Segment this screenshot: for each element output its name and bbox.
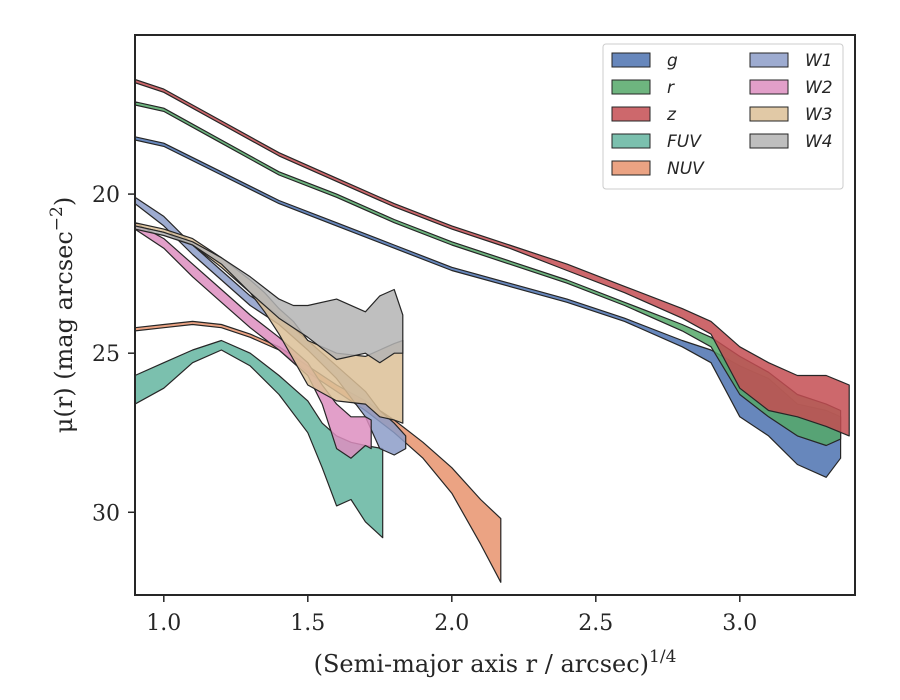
y-axis-label-exponent: −2 (47, 206, 67, 231)
band-w4 (135, 225, 404, 364)
y-tick-label: 25 (92, 342, 120, 367)
x-axis-label-exponent: 1/4 (649, 647, 676, 667)
legend: grz FUV NUV W1 W2 W3 W4 (602, 43, 844, 190)
y-axis-label-text: μ(r) (mag arcsec (50, 231, 78, 433)
x-axis-label-text: (Semi-major axis r / arcsec) (314, 650, 649, 678)
plot-frame (134, 34, 856, 596)
legend-label: g (667, 51, 678, 71)
legend-label: r (667, 78, 675, 98)
legend-swatch (611, 106, 651, 122)
legend-label: FUV (667, 132, 702, 152)
data-bands (135, 78, 850, 583)
x-tick-label: 1.0 (146, 611, 181, 636)
legend-label: W4 (805, 132, 833, 152)
legend-label: z (666, 105, 677, 125)
x-tick-label: 3.0 (722, 611, 757, 636)
legend-label: W3 (805, 105, 833, 125)
legend-label: NUV (667, 159, 705, 179)
x-tick-label: 1.5 (290, 611, 325, 636)
y-axis-label-close: ) (50, 197, 78, 206)
x-axis-ticks: 1.0 1.5 2.0 2.5 3.0 (146, 595, 757, 636)
legend-label: W1 (805, 51, 833, 71)
band-z (135, 78, 850, 437)
band-g (135, 136, 842, 478)
legend-swatch (749, 106, 789, 122)
y-tick-label: 20 (92, 183, 120, 208)
y-axis-ticks: 20 25 30 (92, 183, 135, 526)
legend-swatch (611, 133, 651, 149)
legend-swatch (611, 52, 651, 68)
x-tick-label: 2.5 (578, 611, 613, 636)
x-tick-label: 2.0 (434, 611, 469, 636)
legend-swatch (749, 52, 789, 68)
band-w2 (135, 222, 372, 459)
legend-swatch (611, 79, 651, 95)
legend-swatch (611, 160, 651, 176)
x-axis-label: (Semi-major axis r / arcsec)1/4 (314, 647, 677, 678)
y-tick-label: 30 (92, 501, 120, 526)
legend-swatch (749, 133, 789, 149)
y-axis-label: μ(r) (mag arcsec−2) (47, 197, 78, 433)
band-w1 (135, 196, 407, 456)
legend-swatch (749, 79, 789, 95)
legend-label: W2 (805, 78, 833, 98)
